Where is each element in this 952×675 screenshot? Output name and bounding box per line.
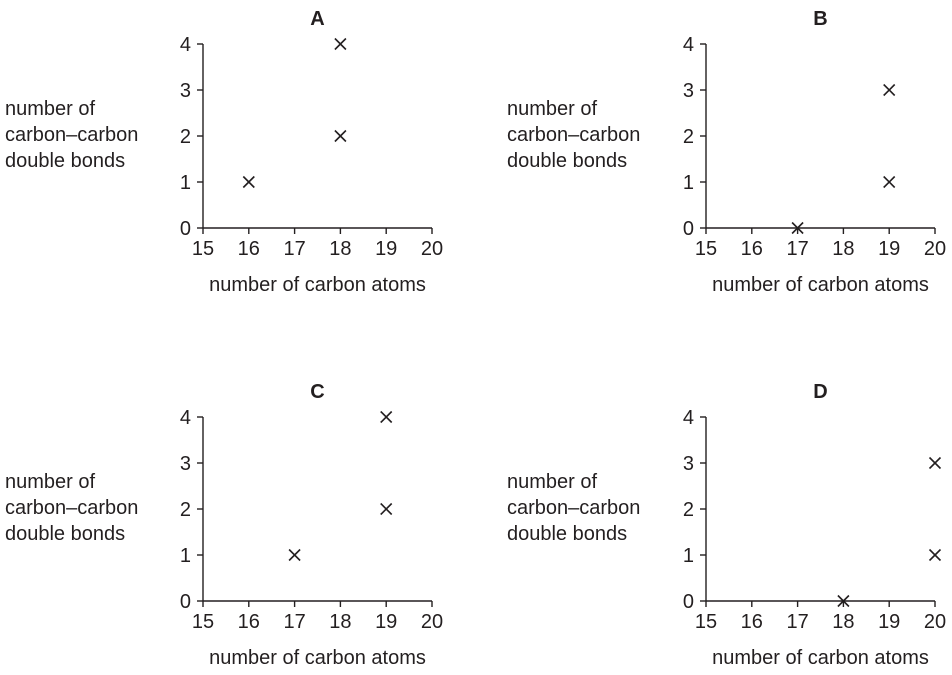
data-point-marker [334, 37, 347, 51]
y-axis-label-line-1: number of [5, 471, 96, 493]
y-tick-label: 3 [683, 80, 694, 102]
chart-title: C [310, 381, 324, 403]
y-tick-label: 0 [683, 591, 694, 613]
y-tick-label: 0 [180, 218, 191, 240]
x-tick-label: 20 [421, 611, 443, 633]
y-axis-label: number of carbon–carbon double bonds [5, 96, 138, 174]
cross-stroke [837, 594, 850, 608]
x-tick-label: 17 [786, 238, 808, 260]
y-axis-label-line-2: carbon–carbon [5, 124, 139, 146]
cross-stroke [883, 175, 896, 189]
y-axis-label-line-3: double bonds [5, 523, 126, 545]
x-tick-label: 15 [192, 238, 214, 260]
cross-stroke [242, 175, 255, 189]
x-tick-label: 18 [329, 238, 351, 260]
y-tick-label: 3 [683, 453, 694, 475]
y-tick-label: 4 [180, 34, 191, 56]
x-tick-label: 20 [924, 611, 946, 633]
y-axis-label-line-2: carbon–carbon [5, 497, 139, 519]
x-tick-label: 20 [421, 238, 443, 260]
data-point-marker [837, 594, 850, 608]
y-axis-label-line-3: double bonds [507, 523, 628, 545]
y-tick-label: 3 [180, 80, 191, 102]
cross-stroke [288, 548, 301, 562]
x-tick-label: 18 [832, 238, 854, 260]
data-point-marker [242, 175, 255, 189]
y-tick-label: 0 [180, 591, 191, 613]
x-tick-label: 17 [786, 611, 808, 633]
data-point-marker [380, 410, 393, 424]
cross-stroke [334, 37, 347, 51]
chart-title: B [813, 8, 827, 30]
x-axis-label: number of carbon atoms [209, 274, 426, 296]
data-point-marker [883, 83, 896, 97]
cross-stroke [791, 221, 804, 235]
y-axis-label: number of carbon–carbon double bonds [5, 469, 138, 547]
cross-stroke [334, 129, 347, 143]
y-tick-label: 4 [683, 407, 694, 429]
y-tick-label: 3 [180, 453, 191, 475]
y-tick-label: 2 [683, 499, 694, 521]
x-tick-label: 16 [238, 611, 260, 633]
x-axis-label: number of carbon atoms [712, 274, 929, 296]
y-tick-label: 1 [180, 172, 191, 194]
cross-stroke [928, 456, 942, 470]
x-axis-label: number of carbon atoms [209, 647, 426, 669]
y-tick-label: 1 [180, 545, 191, 567]
y-axis-label-line-3: double bonds [507, 150, 628, 172]
x-axis-label: number of carbon atoms [712, 647, 929, 669]
data-point-marker [928, 456, 942, 470]
data-point-marker [883, 175, 896, 189]
y-tick-label: 0 [683, 218, 694, 240]
y-axis-label-line-1: number of [5, 98, 96, 120]
y-tick-label: 2 [180, 126, 191, 148]
cross-stroke [883, 83, 896, 97]
y-tick-label: 4 [180, 407, 191, 429]
cross-stroke [928, 548, 942, 562]
data-point-marker [334, 129, 347, 143]
cross-stroke [380, 410, 393, 424]
y-tick-label: 1 [683, 545, 694, 567]
cross-stroke [380, 502, 393, 516]
chart-title: D [813, 381, 827, 403]
data-point-marker [288, 548, 301, 562]
y-tick-label: 2 [683, 126, 694, 148]
y-axis-label-line-2: carbon–carbon [507, 497, 641, 519]
y-tick-label: 4 [683, 34, 694, 56]
x-tick-label: 16 [741, 238, 763, 260]
x-tick-label: 19 [375, 611, 397, 633]
x-tick-label: 20 [924, 238, 946, 260]
y-axis-label: number of carbon–carbon double bonds [507, 96, 640, 174]
chart-title: A [310, 8, 324, 30]
x-tick-label: 18 [832, 611, 854, 633]
x-tick-label: 17 [283, 238, 305, 260]
x-tick-label: 19 [878, 611, 900, 633]
x-tick-label: 19 [375, 238, 397, 260]
x-tick-label: 15 [192, 611, 214, 633]
y-axis-label-line-3: double bonds [5, 150, 126, 172]
y-tick-label: 2 [180, 499, 191, 521]
x-tick-label: 18 [329, 611, 351, 633]
x-tick-label: 17 [283, 611, 305, 633]
x-tick-label: 15 [695, 611, 717, 633]
y-tick-label: 1 [683, 172, 694, 194]
data-point-marker [791, 221, 804, 235]
data-point-marker [380, 502, 393, 516]
x-tick-label: 16 [238, 238, 260, 260]
y-axis-label-line-2: carbon–carbon [507, 124, 641, 146]
y-axis-label-line-1: number of [507, 471, 598, 493]
y-axis-label-line-1: number of [507, 98, 598, 120]
x-tick-label: 16 [741, 611, 763, 633]
y-axis-label: number of carbon–carbon double bonds [507, 469, 640, 547]
x-tick-label: 15 [695, 238, 717, 260]
data-point-marker [928, 548, 942, 562]
x-tick-label: 19 [878, 238, 900, 260]
